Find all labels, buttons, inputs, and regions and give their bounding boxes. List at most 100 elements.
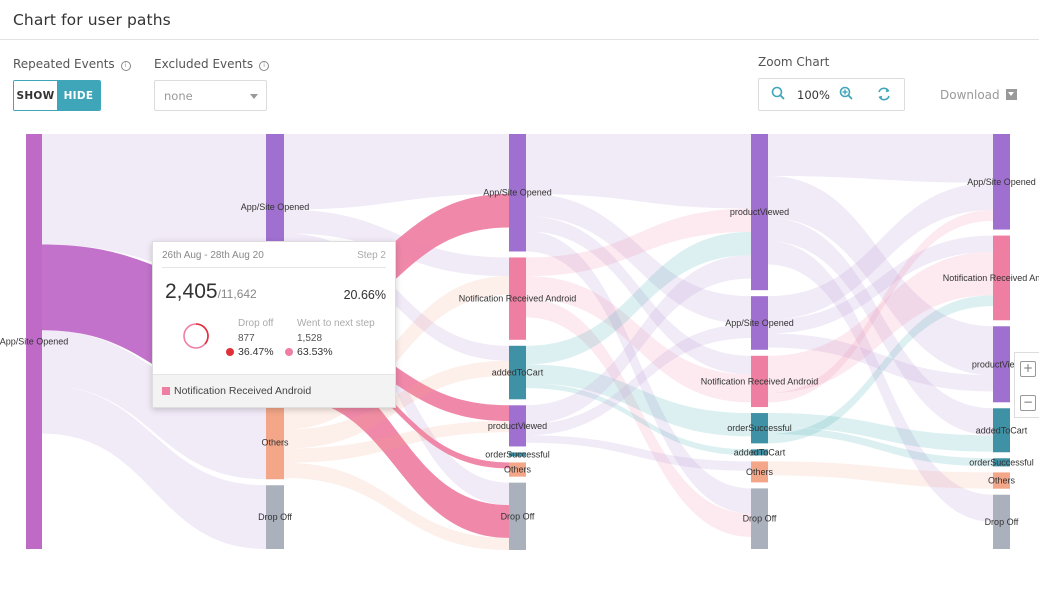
sankey-link[interactable] <box>526 435 751 471</box>
chevron-down-icon <box>250 94 258 99</box>
sankey-node[interactable] <box>993 472 1010 489</box>
sankey-link[interactable] <box>42 385 266 549</box>
sankey-node[interactable] <box>993 235 1010 321</box>
sankey-link[interactable] <box>284 348 509 469</box>
excluded-events-select[interactable]: none <box>154 80 267 111</box>
sankey-link[interactable] <box>526 255 751 424</box>
sankey-link[interactable] <box>284 276 509 430</box>
repeated-events-toggle[interactable]: SHOW HIDE <box>13 80 101 111</box>
sankey-link[interactable] <box>768 182 993 320</box>
info-icon[interactable]: i <box>120 61 131 71</box>
sankey-link[interactable] <box>526 193 751 325</box>
sankey-node[interactable] <box>751 296 768 350</box>
hide-button[interactable]: HIDE <box>57 81 100 110</box>
download-button[interactable]: Download <box>940 88 1017 102</box>
reset-zoom-icon[interactable] <box>874 84 894 104</box>
sankey-node-label: orderSuccessful <box>969 457 1034 467</box>
sankey-link[interactable] <box>526 208 751 277</box>
sankey-node-label: Drop Off <box>501 511 535 521</box>
sankey-link[interactable] <box>526 231 751 514</box>
drop-dot <box>226 348 234 356</box>
tooltip-step: Step 2 <box>357 250 386 261</box>
sankey-node[interactable] <box>993 326 1010 403</box>
tooltip-percent: 20.66% <box>343 288 386 302</box>
sankey-node[interactable] <box>993 494 1010 549</box>
sankey-node[interactable] <box>509 462 526 477</box>
sankey-link[interactable] <box>768 235 993 334</box>
sankey-link[interactable] <box>284 462 509 551</box>
sankey-node-label: Others <box>261 438 289 448</box>
sankey-link[interactable] <box>526 364 751 437</box>
sankey-node[interactable] <box>26 134 42 549</box>
sankey-node-label: addedToCart <box>492 368 544 378</box>
sankey-node-label: productViewed <box>488 421 547 431</box>
page-title: Chart for user paths <box>13 11 171 29</box>
sankey-link[interactable] <box>526 231 751 365</box>
info-icon[interactable]: i <box>259 61 270 71</box>
sankey-node[interactable] <box>751 449 768 456</box>
sankey-link[interactable] <box>526 324 751 436</box>
sankey-link[interactable] <box>768 175 993 376</box>
sankey-node-label: Notification Received Android <box>701 376 819 386</box>
sankey-node[interactable] <box>993 458 1010 467</box>
sankey-link[interactable] <box>768 134 993 183</box>
show-button[interactable]: SHOW <box>14 81 57 110</box>
sankey-link[interactable] <box>768 333 993 392</box>
sankey-node[interactable] <box>751 488 768 549</box>
sankey-node[interactable] <box>993 134 1010 230</box>
sankey-link[interactable] <box>526 134 751 209</box>
sankey-link[interactable] <box>526 383 751 456</box>
sankey-link[interactable] <box>768 413 993 452</box>
sankey-link[interactable] <box>284 421 509 463</box>
side-zoom-panel: + − <box>1014 352 1039 418</box>
sankey-node[interactable] <box>509 482 526 551</box>
sankey-link[interactable] <box>526 216 751 375</box>
sankey-link[interactable] <box>768 210 993 403</box>
sankey-node-label: Drop Off <box>985 517 1019 527</box>
sankey-node[interactable] <box>751 461 768 483</box>
zoom-level: 100% <box>797 88 830 102</box>
zoom-out-icon[interactable] <box>769 84 789 104</box>
sankey-node[interactable] <box>266 406 284 480</box>
repeated-events-label: Repeated Events i <box>13 57 131 71</box>
sankey-node[interactable] <box>266 485 284 549</box>
sankey-link[interactable] <box>284 134 509 210</box>
sankey-link[interactable] <box>768 217 993 436</box>
tooltip-divider <box>162 267 386 268</box>
sankey-link[interactable] <box>526 298 751 537</box>
sankey-link[interactable] <box>284 233 509 361</box>
event-swatch <box>162 387 170 395</box>
sankey-node[interactable] <box>509 452 526 457</box>
sankey-link[interactable] <box>768 241 993 522</box>
tooltip: 26th Aug - 28th Aug 20 Step 2 2,405/11,6… <box>152 241 396 408</box>
zoom-in-icon[interactable] <box>837 84 857 104</box>
sankey-node[interactable] <box>509 134 526 252</box>
sankey-node-label: App/Site Opened <box>967 177 1036 187</box>
sankey-link[interactable] <box>768 295 993 444</box>
sankey-node[interactable] <box>751 413 768 444</box>
download-label: Download <box>940 88 1000 102</box>
sankey-node-label: addedToCart <box>734 447 786 457</box>
tooltip-count: 2,405/11,642 <box>165 280 257 304</box>
sankey-node[interactable] <box>509 405 526 447</box>
zoom-chart-label: Zoom Chart <box>758 55 830 69</box>
sankey-link[interactable] <box>768 461 993 489</box>
zoom-plus-button[interactable]: + <box>1020 361 1036 377</box>
sankey-link[interactable] <box>768 251 993 394</box>
sankey-node-label: Others <box>988 476 1016 486</box>
sankey-node[interactable] <box>993 408 1010 453</box>
zoom-minus-button[interactable]: − <box>1020 395 1036 411</box>
drop-off-label: Drop off <box>238 318 274 329</box>
sankey-node[interactable] <box>509 345 526 400</box>
sankey-node[interactable] <box>751 355 768 408</box>
sankey-node[interactable] <box>509 257 526 340</box>
excluded-events-value: none <box>164 89 193 103</box>
sankey-node-label: orderSuccessful <box>485 449 550 459</box>
sankey-node-label: orderSuccessful <box>727 423 792 433</box>
sankey-node[interactable] <box>751 134 768 291</box>
sankey-link[interactable] <box>768 427 993 467</box>
excluded-events-label: Excluded Events i <box>154 57 270 71</box>
sankey-link[interactable] <box>526 276 751 403</box>
sankey-link[interactable] <box>284 360 509 449</box>
tooltip-count-value: 2,405 <box>165 280 218 303</box>
